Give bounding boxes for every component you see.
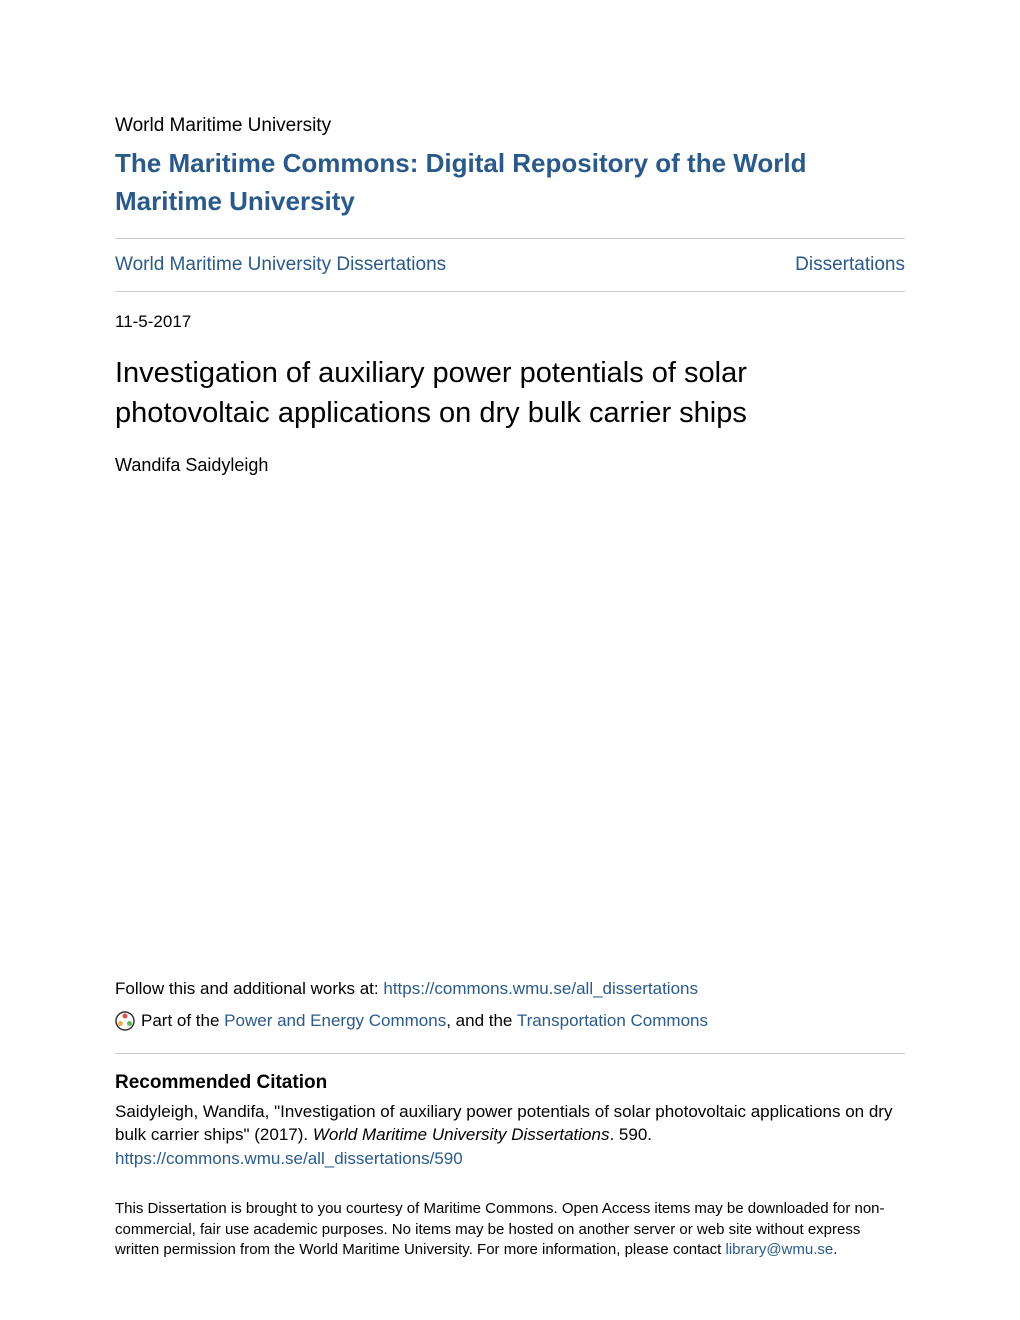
part-of-prefix: Part of the (141, 1011, 224, 1030)
commons-link-2[interactable]: Transportation Commons (517, 1011, 708, 1030)
part-of-middle: , and the (446, 1011, 517, 1030)
part-of-line: Part of the Power and Energy Commons, an… (115, 1011, 905, 1031)
nav-dissertations-collection-link[interactable]: World Maritime University Dissertations (115, 254, 446, 276)
footer-note: This Dissertation is brought to you cour… (115, 1199, 905, 1260)
commons-link-1[interactable]: Power and Energy Commons (224, 1011, 446, 1030)
paper-title: Investigation of auxiliary power potenti… (115, 354, 905, 432)
publication-date: 11-5-2017 (115, 312, 905, 332)
citation-series: World Maritime University Dissertations (313, 1125, 610, 1144)
divider-bottom (115, 291, 905, 292)
citation-url-link[interactable]: https://commons.wmu.se/all_dissertations… (115, 1149, 463, 1169)
institution-name: World Maritime University (115, 115, 905, 137)
repository-title: The Maritime Commons: Digital Repository… (115, 145, 905, 220)
follow-prefix: Follow this and additional works at: (115, 979, 383, 998)
recommended-citation-heading: Recommended Citation (115, 1072, 905, 1094)
network-icon (115, 1011, 135, 1031)
divider-citation (115, 1053, 905, 1054)
breadcrumb-nav: World Maritime University Dissertations … (115, 239, 905, 291)
follow-works-line: Follow this and additional works at: htt… (115, 979, 905, 999)
contact-email-link[interactable]: library@wmu.se (725, 1241, 833, 1258)
nav-dissertations-link[interactable]: Dissertations (795, 254, 905, 276)
citation-text: Saidyleigh, Wandifa, "Investigation of a… (115, 1100, 905, 1148)
bottom-section: Follow this and additional works at: htt… (115, 979, 905, 1260)
repository-title-link[interactable]: The Maritime Commons: Digital Repository… (115, 148, 806, 216)
author-name: Wandifa Saidyleigh (115, 455, 905, 476)
footer-period: . (833, 1241, 837, 1258)
citation-post: . 590. (609, 1125, 652, 1144)
follow-url-link[interactable]: https://commons.wmu.se/all_dissertations (383, 979, 698, 998)
